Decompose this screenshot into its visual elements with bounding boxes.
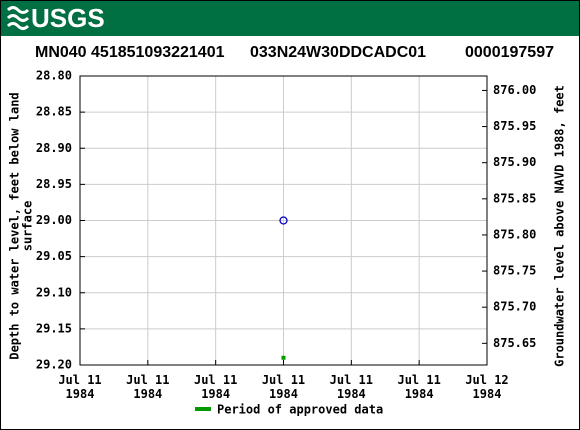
y-tick-label: 29.15 xyxy=(36,321,72,335)
title: 0000197597 xyxy=(465,44,554,61)
x-tick-label: Jul 11 1984 xyxy=(58,373,101,401)
x-tick-label: Jul 12 1984 xyxy=(465,373,508,401)
x-tick-label: Jul 11 1984 xyxy=(397,373,440,401)
approved-period-mark xyxy=(281,355,286,360)
y2-tick-label: 875.90 xyxy=(493,155,536,169)
y-tick-label: 29.20 xyxy=(36,358,72,372)
y-tick-label: 29.05 xyxy=(36,249,72,263)
y-tick-label: 28.90 xyxy=(36,141,72,155)
y2-axis-label: Groundwater level above NAVD 1988, feet xyxy=(553,85,567,367)
x-tick-label: Jul 11 1984 xyxy=(194,373,237,401)
y2-tick-label: 876.00 xyxy=(493,83,536,97)
y-tick-label: 28.95 xyxy=(36,177,72,191)
y2-tick-label: 875.70 xyxy=(493,300,536,314)
y-axis-label: surface xyxy=(21,201,35,252)
logo-text: USGS xyxy=(31,3,105,33)
y-axis-label: Depth to water level, feet below land xyxy=(8,92,22,359)
x-tick-label: Jul 11 1984 xyxy=(330,373,373,401)
y-tick-label: 28.80 xyxy=(36,69,72,83)
y2-tick-label: 875.85 xyxy=(493,191,536,205)
data-point xyxy=(279,216,288,225)
y-tick-label: 29.10 xyxy=(36,285,72,299)
x-tick-label: Jul 11 1984 xyxy=(126,373,169,401)
y2-tick-label: 875.75 xyxy=(493,264,536,278)
y2-tick-label: 875.80 xyxy=(493,227,536,241)
legend-label: Period of approved data xyxy=(217,403,383,417)
logo-icon xyxy=(6,6,30,30)
x-tick-label: Jul 11 1984 xyxy=(262,373,305,401)
y2-tick-label: 875.65 xyxy=(493,336,536,350)
plot-border xyxy=(79,75,488,366)
y-tick-label: 28.85 xyxy=(36,105,72,119)
header-bar xyxy=(1,1,579,36)
title: 033N24W30DDCADC01 xyxy=(250,44,426,61)
y2-tick-label: 875.95 xyxy=(493,119,536,133)
y-tick-label: 29.00 xyxy=(36,213,72,227)
title: MN040 451851093221401 xyxy=(35,44,225,61)
